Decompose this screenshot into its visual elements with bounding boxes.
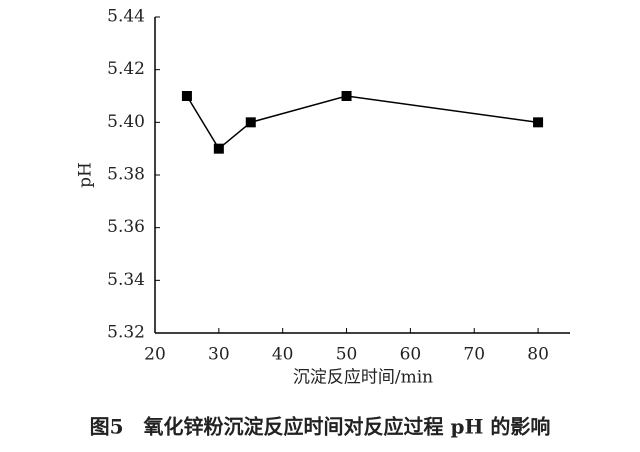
y-tick-label: 5.32 [107, 323, 145, 343]
line [186, 95, 539, 150]
marker [245, 117, 256, 128]
x-tick-label: 20 [144, 345, 166, 365]
x-tick-label: 40 [272, 345, 294, 365]
y-tick-label: 5.34 [107, 270, 145, 290]
y-tick-label: 5.42 [107, 59, 145, 79]
x-tick-label: 70 [463, 345, 485, 365]
x-axis-label: 沉淀反应时间/min [293, 368, 433, 388]
x-tick-label: 50 [336, 345, 358, 365]
y-tick-label: 5.36 [107, 217, 145, 237]
y-axis-label: pH [76, 162, 96, 188]
y-tick-label: 5.40 [107, 112, 145, 132]
caption: 图5 氧化锌粉沉淀反应时间对反应过程 pH 的影响 [90, 415, 551, 439]
y-tick-label: 5.44 [107, 7, 145, 27]
marker [341, 91, 352, 101]
marker [181, 91, 192, 101]
x-tick-label: 30 [208, 345, 230, 365]
marker [533, 117, 544, 128]
marker [213, 143, 224, 154]
y-tick-label: 5.38 [107, 165, 145, 185]
x-tick-label: 80 [527, 345, 549, 365]
x-tick-label: 60 [400, 345, 422, 365]
